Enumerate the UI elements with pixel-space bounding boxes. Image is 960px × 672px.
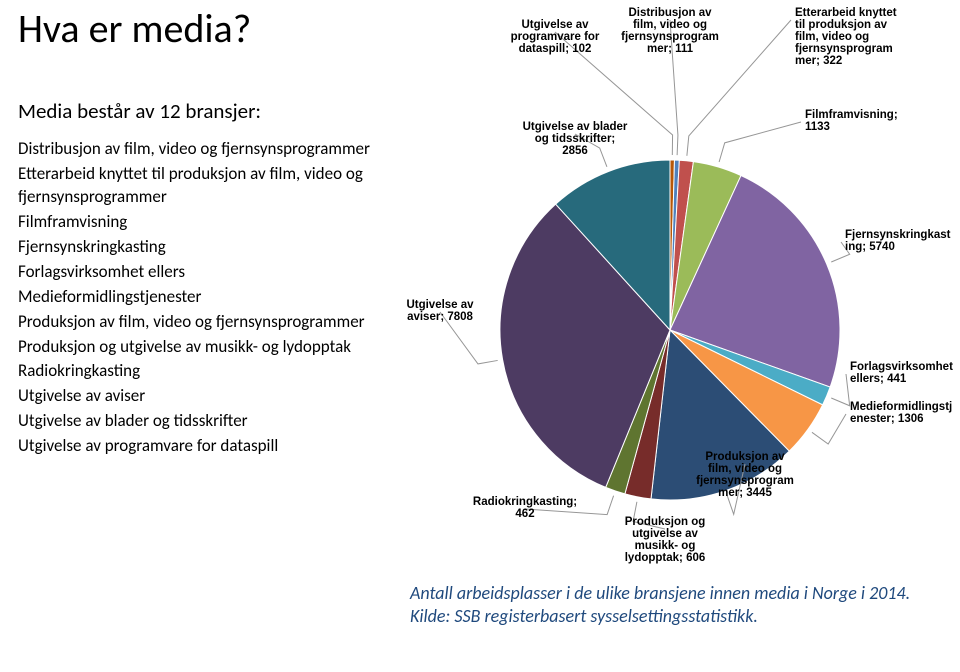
list-item: Forlagsvirksomhet ellers (18, 261, 378, 284)
pie-label: Produksjon ogutgivelse avmusikk- oglydop… (625, 516, 706, 564)
list-item: Distribusjon av film, video og fjernsyns… (18, 138, 378, 161)
pie-label: Etterarbeid knyttettil produksjon avfilm… (795, 7, 897, 67)
list-item: Filmframvisning (18, 211, 378, 234)
list-item: Fjernsynskringkasting (18, 236, 378, 259)
list-item: Utgivelse av blader og tidsskrifter (18, 410, 378, 433)
pie-label: Radiokringkasting;462 (473, 496, 577, 520)
pie-chart: Utgivelse avprogramvare fordataspill; 10… (380, 0, 960, 600)
pie-label: Filmframvisning;1133 (805, 109, 898, 133)
pie-leader (831, 374, 849, 406)
list-item: Utgivelse av programvare for dataspill (18, 435, 378, 458)
list-item: Utgivelse av aviser (18, 385, 378, 408)
list-item: Radiokringkasting (18, 360, 378, 383)
pie-leader (719, 122, 801, 162)
pie-label: Utgivelse avaviser; 7808 (406, 299, 474, 323)
pie-label: Medieformidlingstjenester; 1306 (850, 401, 952, 425)
pie-label: Forlagsvirksomhetellers; 441 (850, 361, 953, 385)
footnote: Antall arbeidsplasser i de ulike bransje… (410, 582, 930, 627)
subhead: Media består av 12 bransjer: (18, 98, 261, 124)
pie-leader (812, 414, 846, 444)
list-item: Etterarbeid knyttet til produksjon av fi… (18, 163, 378, 209)
list-item: Produksjon av film, video og fjernsynspr… (18, 311, 378, 334)
pie-label: Utgivelse avprogramvare fordataspill; 10… (511, 19, 600, 55)
bullet-list: Distribusjon av film, video og fjernsyns… (18, 138, 378, 460)
page-title: Hva er media? (18, 4, 251, 53)
list-item: Produksjon og utgivelse av musikk- og ly… (18, 336, 378, 359)
pie-label: Fjernsynskringkasting; 5740 (845, 229, 951, 253)
list-item: Medieformidlingstjenester (18, 286, 378, 309)
pie-label: Distribusjon avfilm, video ogfjernsynspr… (621, 7, 719, 55)
pie-label: Utgivelse av bladerog tidsskrifter;2856 (523, 121, 628, 157)
